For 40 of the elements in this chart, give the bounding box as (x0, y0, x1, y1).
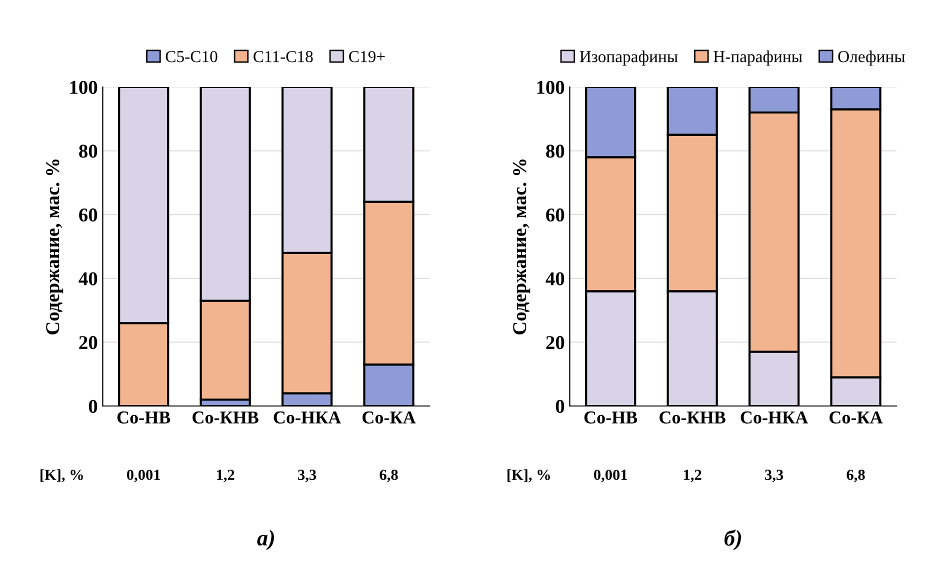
legend-label: Н-парафины (714, 50, 802, 66)
y-tick-label: 20 (79, 336, 98, 350)
y-tick-label: 60 (546, 208, 564, 222)
x-tick-label: Co-КНВ (660, 411, 726, 424)
text: 1,2 (217, 470, 234, 482)
text: [K], % (40, 469, 83, 482)
text: 6,8 (380, 470, 398, 482)
x-tick-label: Co-НВ (584, 411, 638, 424)
text: 3,3 (298, 470, 316, 482)
y-tick-label: 40 (78, 272, 98, 286)
text: 0,001 (126, 470, 160, 482)
x-tick-label: Co-КА (362, 411, 416, 424)
legend-label: Изопарафины (580, 50, 678, 66)
x-tick-label: Co-НВ (117, 411, 170, 424)
legend-label: C19+ (349, 51, 385, 62)
y-tick-label: 40 (546, 272, 564, 286)
y-tick-label: 80 (79, 144, 98, 158)
text: а) (257, 530, 274, 550)
text: 6,8 (846, 470, 865, 482)
x-tick-label: Co-НКА (274, 411, 342, 424)
y-tick-label: 80 (546, 144, 564, 158)
legend-label: Олефины (838, 50, 905, 66)
x-tick-label: Co-НКА (740, 411, 808, 424)
text: [K], % (508, 469, 550, 482)
legend-label: C5-C10 (166, 50, 218, 62)
y-tick-label: 100 (537, 80, 564, 94)
legend-label: C11-C18 (254, 50, 313, 62)
y-tick-label: 60 (79, 208, 98, 222)
y-tick-label: 0 (556, 400, 564, 413)
y-axis-title: Содержание, мас. % (46, 159, 64, 334)
text: б) (724, 530, 742, 550)
text: 0,001 (594, 470, 627, 482)
x-tick-label: Co-КНВ (192, 411, 258, 424)
y-tick-label: 100 (70, 80, 98, 94)
y-tick-label: 20 (546, 336, 564, 350)
x-tick-label: Co-КА (830, 411, 883, 424)
text: 1,2 (684, 470, 702, 482)
y-axis-title: Содержание, мас. % (513, 159, 530, 334)
y-tick-label: 0 (88, 400, 98, 413)
text: 3,3 (765, 470, 784, 482)
